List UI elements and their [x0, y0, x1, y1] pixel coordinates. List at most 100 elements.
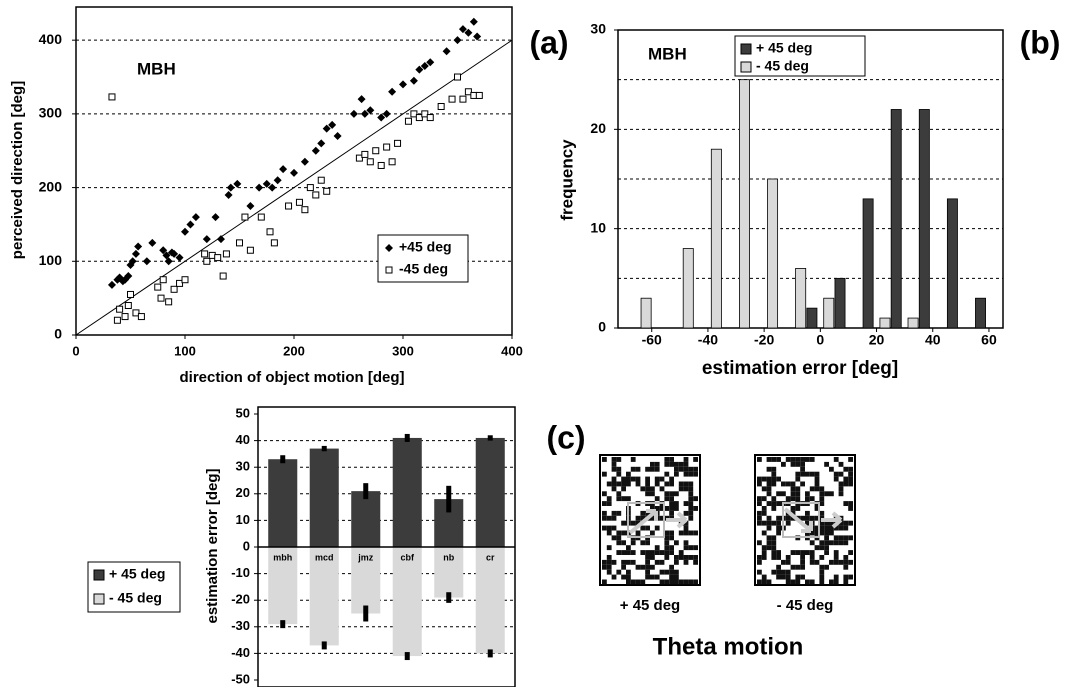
noise-cell — [819, 579, 825, 585]
noise-cell — [659, 515, 665, 521]
noise-cell — [669, 569, 674, 575]
bar — [309, 448, 339, 547]
noise-cell — [683, 461, 689, 467]
y-tick-label: 50 — [236, 405, 250, 420]
error-bar — [404, 433, 410, 442]
noise-cell — [771, 496, 777, 502]
noise-cell — [829, 579, 834, 585]
noise-cell — [800, 481, 805, 487]
noise-cell — [688, 506, 694, 511]
noise-cell — [635, 579, 641, 585]
noise-cell — [669, 501, 674, 506]
bar — [907, 317, 919, 329]
bar — [975, 297, 986, 329]
point — [312, 191, 320, 199]
noise-cell — [654, 506, 660, 511]
noise-cell — [848, 501, 853, 506]
noise-cell — [674, 491, 679, 497]
bar — [879, 317, 891, 329]
noise-cell — [757, 457, 762, 462]
noise-cell — [654, 496, 660, 502]
point — [420, 61, 429, 70]
noise-cell — [669, 496, 674, 502]
bar — [946, 198, 958, 329]
panel-label: (c) — [546, 419, 585, 455]
noise-cell — [809, 540, 815, 546]
noise-cell — [838, 491, 844, 497]
point — [322, 124, 331, 133]
noise-cell — [669, 506, 674, 511]
noise-cell — [771, 555, 777, 560]
noise-cell — [809, 559, 815, 565]
legend-swatch — [93, 569, 105, 581]
point — [257, 213, 265, 221]
noise-cell — [611, 457, 617, 462]
noise-cell — [771, 569, 777, 575]
noise-cell — [626, 545, 631, 551]
noise-cell — [814, 525, 820, 531]
noise-cell — [654, 461, 660, 467]
x-tick-label: 200 — [283, 343, 305, 358]
noise-cell — [785, 559, 791, 565]
noise-cell — [785, 515, 791, 521]
noise-cell — [621, 564, 626, 570]
legend-label: -45 deg — [399, 261, 448, 277]
noise-cell — [606, 525, 612, 531]
noise-cell — [606, 515, 612, 521]
point — [268, 183, 277, 192]
noise-cell — [654, 545, 660, 551]
noise-cell — [800, 457, 805, 462]
noise-cell — [626, 574, 631, 580]
noise-cell — [630, 476, 636, 482]
noise-cell — [766, 491, 772, 497]
noise-cell — [809, 550, 815, 555]
noise-cell — [621, 559, 626, 565]
illustration-label: + 45 deg — [620, 597, 680, 614]
point — [290, 168, 298, 177]
noise-cell — [621, 486, 626, 492]
noise-cell — [606, 496, 612, 502]
noise-cell — [848, 471, 853, 477]
noise-cell — [645, 564, 650, 570]
legend-swatch — [740, 43, 752, 55]
noise-cell — [819, 564, 825, 570]
point — [226, 183, 235, 192]
point — [394, 139, 402, 147]
noise-cell — [800, 559, 805, 565]
point — [116, 305, 124, 313]
noise-cell — [805, 496, 810, 502]
noise-cell — [757, 496, 762, 502]
noise-cell — [674, 506, 679, 511]
point — [170, 249, 179, 258]
noise-cell — [645, 574, 650, 580]
noise-cell — [645, 476, 650, 482]
noise-cell — [683, 481, 689, 487]
point — [137, 313, 145, 321]
noise-cell — [757, 559, 762, 565]
y-axis-label: estimation error [deg] — [204, 468, 221, 623]
chart-title: MBH — [137, 59, 176, 78]
point — [410, 110, 418, 118]
noise-cell — [674, 501, 679, 506]
noise-cell — [693, 545, 698, 551]
noise-cell — [616, 457, 622, 462]
point — [124, 302, 132, 310]
noise-cell — [824, 491, 829, 497]
y-tick-label: 400 — [39, 31, 63, 47]
noise-cell — [781, 491, 786, 497]
noise-cell — [654, 550, 660, 555]
point — [176, 279, 184, 287]
y-tick-label: 100 — [39, 252, 63, 268]
noise-cell — [678, 550, 684, 555]
noise-cell — [785, 555, 791, 560]
noise-cell — [843, 579, 849, 585]
error-bar — [404, 652, 410, 661]
point — [311, 146, 320, 155]
noise-cell — [761, 574, 767, 580]
point — [107, 280, 116, 289]
noise-cell — [829, 491, 834, 497]
noise-cell — [771, 476, 777, 482]
noise-cell — [805, 520, 810, 526]
noise-cell — [640, 486, 646, 492]
noise-cell — [790, 461, 796, 467]
